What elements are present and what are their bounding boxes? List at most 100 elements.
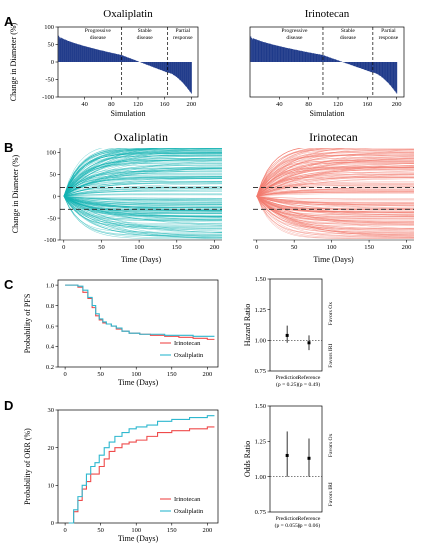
trajectory-line	[256, 196, 414, 225]
waterfall-bar	[179, 62, 180, 80]
trajectory-line	[63, 196, 222, 217]
trajectory-line	[256, 196, 414, 226]
waterfall-bar	[69, 41, 71, 62]
waterfall-bar	[66, 40, 68, 62]
trajectory-line	[63, 196, 222, 238]
waterfall-bar	[394, 62, 396, 92]
y-tick-label: 1.00	[255, 338, 266, 345]
waterfall-bar	[144, 62, 146, 64]
panel-label-c: C	[4, 277, 14, 292]
waterfall-bar	[320, 54, 322, 62]
waterfall-bar	[65, 39, 67, 62]
waterfall-bar	[360, 62, 362, 69]
waterfall-bar	[181, 62, 182, 82]
waterfall-bar	[150, 62, 152, 67]
side-label-favors-ox: Favors Ox	[328, 302, 334, 326]
panel-a-title: Oxaliplatin	[103, 8, 153, 20]
waterfall-bar	[99, 50, 101, 62]
trajectory-line	[256, 196, 414, 239]
x-tick-label: 150	[364, 244, 374, 251]
waterfall-bar	[131, 58, 132, 62]
legend-label: Irinotecan	[174, 340, 201, 347]
waterfall-bar	[351, 62, 353, 66]
region-label: Progressive	[281, 28, 308, 34]
trajectory-line	[63, 152, 222, 197]
waterfall-bar	[388, 62, 390, 84]
waterfall-bar	[276, 45, 277, 62]
waterfall-bar	[344, 62, 346, 63]
trajectory-line	[63, 163, 222, 197]
y-tick-label: 1.25	[255, 439, 266, 446]
x-tick-label: 150	[167, 527, 177, 534]
trajectory-line	[256, 183, 414, 197]
y-axis-label: Change in Diameter (%)	[9, 22, 18, 101]
waterfall-bar	[123, 55, 124, 62]
waterfall-bar	[123, 56, 125, 62]
trajectory-line	[256, 196, 414, 227]
x-tick-label: 40	[81, 101, 88, 108]
waterfall-bar	[355, 62, 357, 67]
waterfall-bar	[191, 62, 192, 94]
waterfall-bar	[286, 48, 288, 62]
y-tick-label: 50	[50, 171, 57, 178]
waterfall-bar	[361, 62, 362, 69]
point-estimate	[285, 453, 289, 457]
waterfall-bar	[72, 42, 74, 62]
waterfall-bar	[84, 46, 86, 62]
waterfall-bar	[131, 59, 133, 62]
waterfall-bar	[368, 62, 370, 72]
trajectory-line	[256, 148, 314, 197]
waterfall-bar	[183, 62, 184, 84]
waterfall-bar	[89, 47, 91, 62]
trajectory-line	[63, 190, 222, 197]
waterfall-bar	[300, 50, 302, 62]
waterfall-bar	[330, 57, 332, 62]
y-tick-label: 1.00	[255, 474, 266, 481]
y-axis-label: Hazard Ratio	[243, 304, 252, 346]
waterfall-bar	[172, 62, 174, 75]
waterfall-bar	[70, 41, 72, 62]
y-axis-label: Odds Ratio	[243, 441, 252, 477]
trajectory-line	[256, 164, 414, 197]
waterfall-bar	[352, 62, 354, 66]
waterfall-bar	[62, 38, 64, 62]
waterfall-frame	[249, 26, 405, 98]
waterfall-bar	[333, 59, 335, 62]
waterfall-bar	[326, 56, 328, 62]
waterfall-bar	[324, 55, 326, 62]
waterfall-bar	[80, 44, 82, 62]
waterfall-bar	[141, 62, 143, 63]
y-tick-label: 0	[51, 520, 54, 527]
waterfall-bar	[186, 62, 188, 88]
waterfall-bar	[175, 62, 176, 76]
waterfall-bar	[331, 58, 333, 62]
waterfall-bar	[110, 52, 112, 62]
waterfall-bar	[190, 62, 192, 93]
waterfall-bar	[289, 48, 291, 62]
waterfall-bar	[147, 62, 149, 66]
waterfall-bar	[147, 62, 148, 65]
trajectory-line	[256, 184, 414, 197]
waterfall-bar	[174, 62, 176, 76]
waterfall-bar	[157, 62, 158, 69]
trajectory-line	[256, 195, 414, 205]
x-axis-label: Simulation	[309, 109, 344, 118]
waterfall-bar	[386, 62, 387, 82]
side-label-favors-iri: Favors IRI	[328, 343, 334, 367]
waterfall-bar	[284, 47, 286, 62]
x-axis-label: Time (Days)	[313, 255, 354, 264]
waterfall-bar	[335, 59, 337, 62]
waterfall-bar	[388, 62, 390, 85]
waterfall-bar	[113, 53, 115, 62]
y-tick-label: 1.25	[255, 307, 266, 314]
trajectory-line	[63, 148, 222, 197]
waterfall-bar	[357, 62, 359, 68]
trajectory-line	[63, 174, 222, 197]
pvalue-label: (p = 0.49)	[298, 381, 320, 388]
waterfall-bar	[135, 60, 137, 62]
trajectory-line	[256, 195, 414, 209]
waterfall-bar	[93, 48, 95, 62]
y-tick-label: -50	[45, 77, 54, 84]
y-tick-label: 1.0	[46, 282, 54, 289]
waterfall-bar	[97, 49, 99, 62]
